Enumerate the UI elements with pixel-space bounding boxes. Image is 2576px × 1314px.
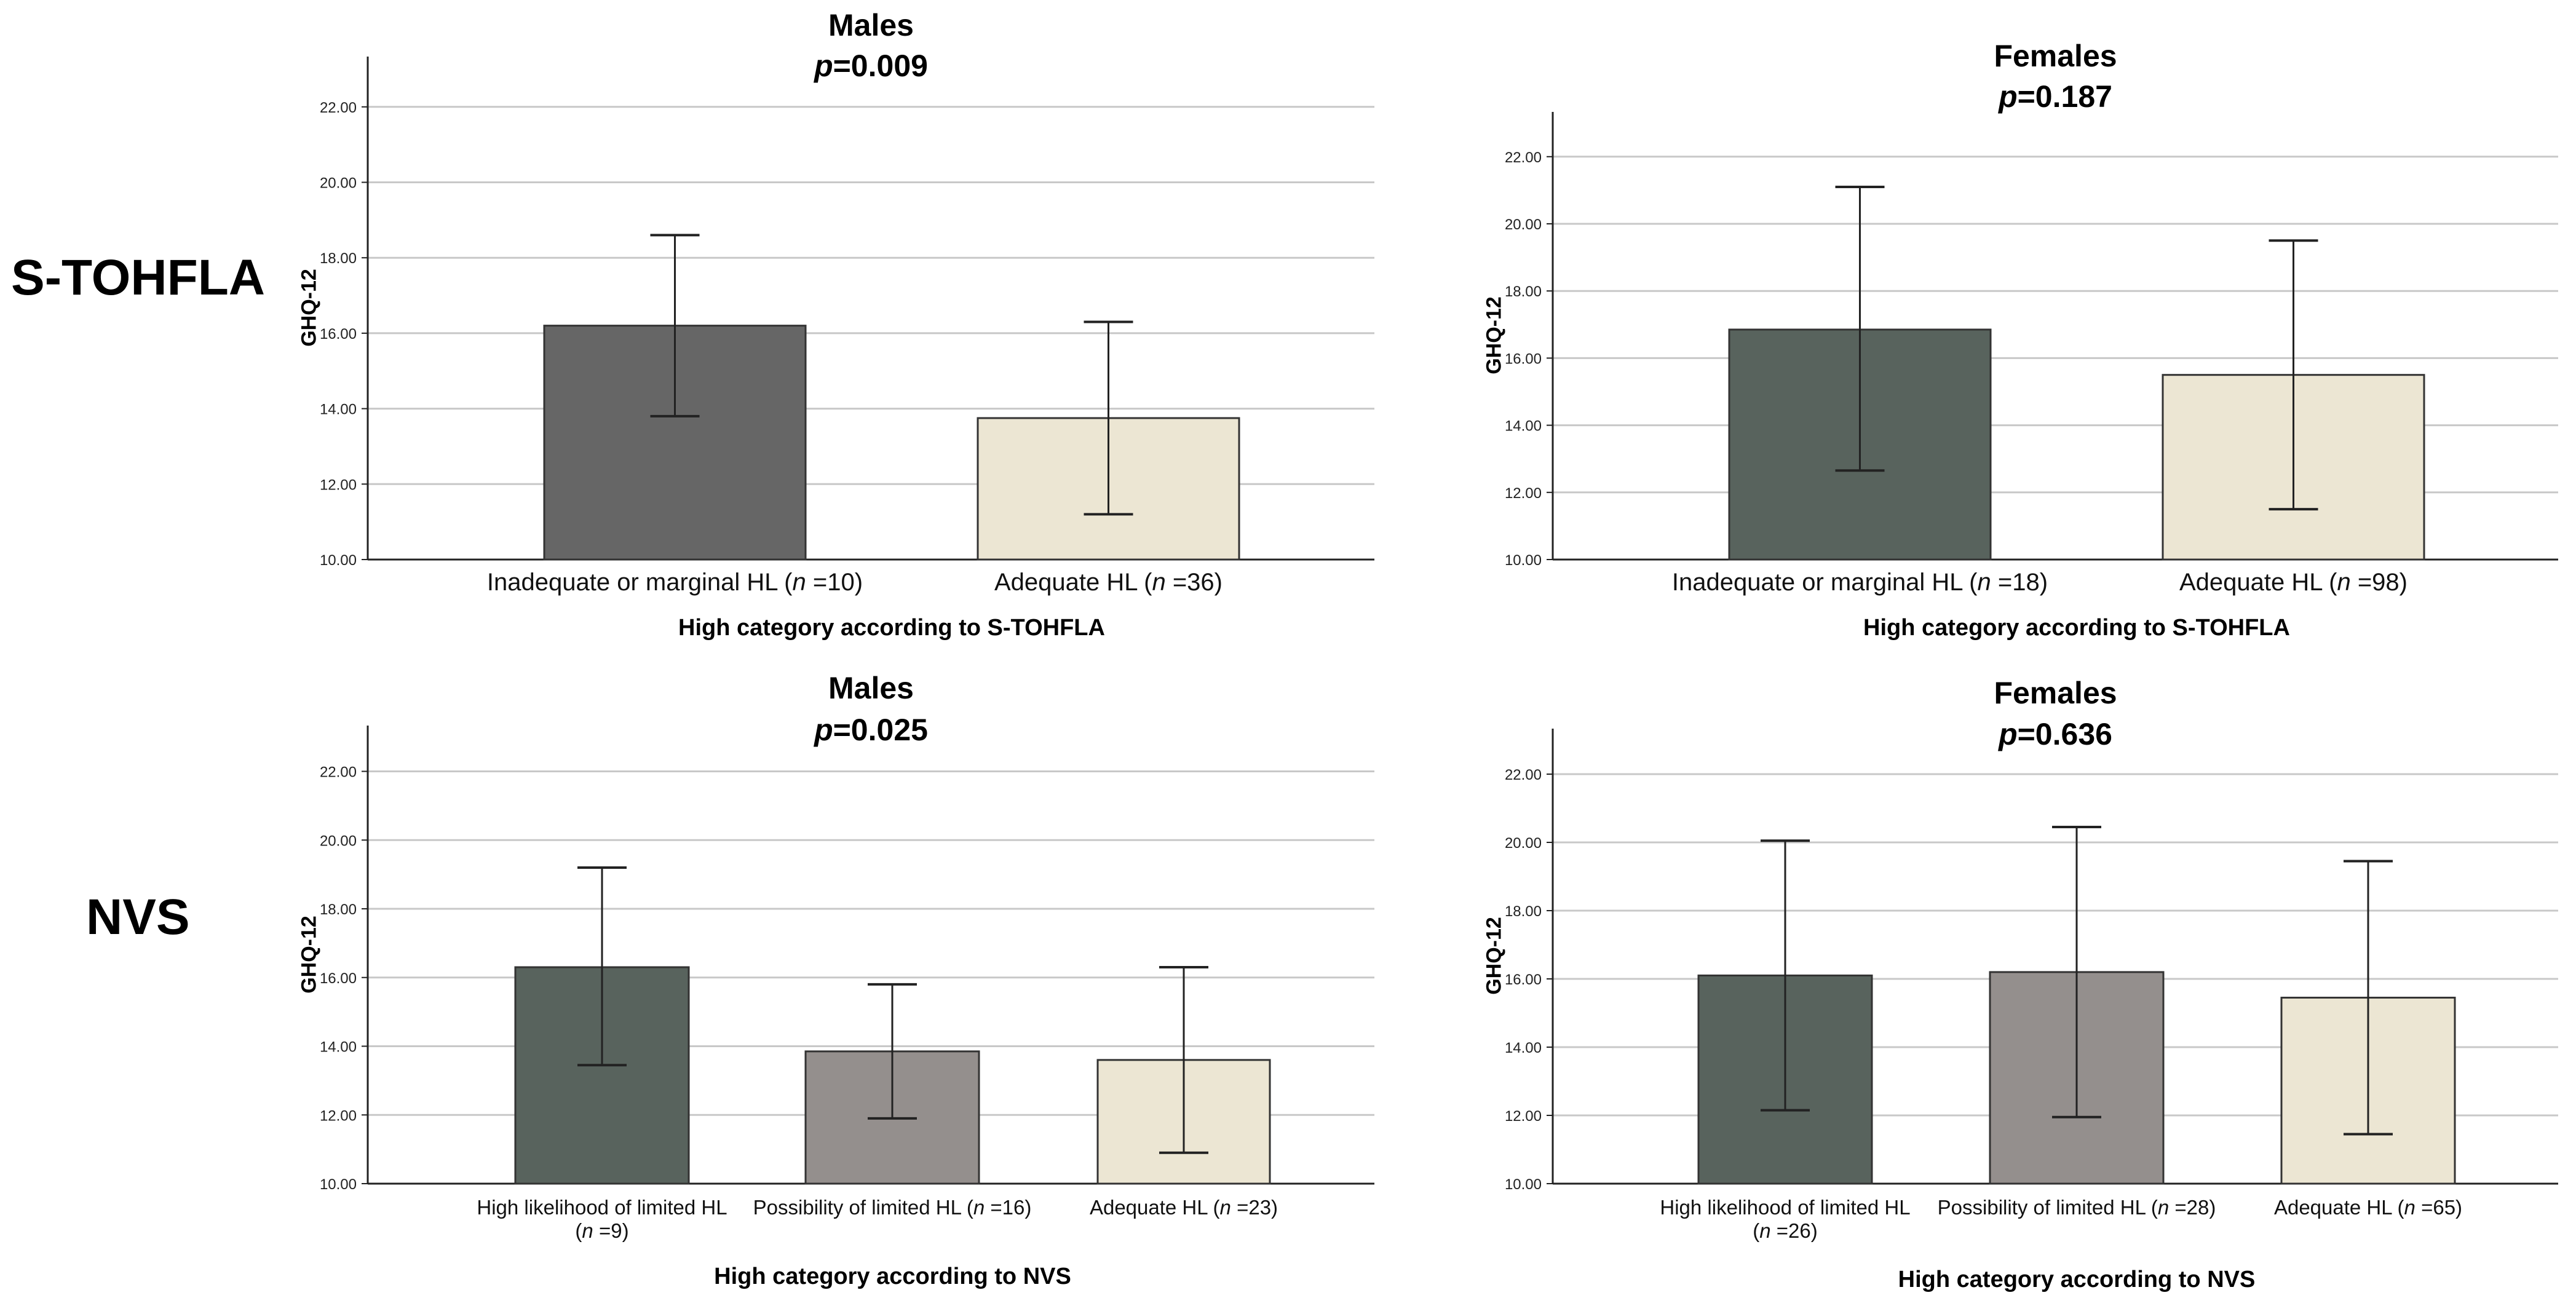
y-tick-label: 18.00: [1505, 903, 1542, 920]
bar: [2162, 374, 2425, 561]
x-category-label: High likelihood of limited HL (n =9): [477, 1196, 727, 1242]
y-tick-label: 12.00: [320, 1107, 357, 1124]
bar: [1728, 328, 1992, 561]
y-axis-label: GHQ-12: [1482, 296, 1506, 374]
y-tick-label: 12.00: [1505, 1108, 1542, 1125]
bar: [1697, 974, 1873, 1185]
y-tick-label: 18.00: [320, 901, 357, 918]
y-tick-label: 14.00: [320, 402, 357, 418]
y-tick-label: 14.00: [320, 1039, 357, 1056]
bar: [1096, 1059, 1271, 1185]
x-category-label: Possibility of limited HL (n =16): [753, 1196, 1032, 1219]
x-category-label: Adequate HL (n =65): [2273, 1196, 2463, 1219]
y-tick-label: 20.00: [1505, 835, 1542, 852]
x-axis-title: High category according to NVS: [714, 1264, 1071, 1289]
x-category-label: Inadequate or marginal HL (n =10): [486, 569, 863, 596]
x-axis-title: High category according to S-TOHFLA: [1863, 615, 2290, 641]
chart-title: Males: [828, 8, 914, 42]
chart-title: Females: [1994, 39, 2117, 73]
bar: [977, 417, 1240, 561]
y-tick-label: 14.00: [1505, 1040, 1542, 1056]
bar: [1989, 971, 2165, 1185]
p-value-label: p=0.187: [1999, 79, 2112, 114]
y-axis-label: GHQ-12: [297, 915, 321, 994]
y-axis-label: GHQ-12: [1482, 917, 1506, 995]
y-tick-label: 18.00: [1505, 283, 1542, 300]
y-tick-label: 16.00: [1505, 350, 1542, 367]
y-tick-label: 16.00: [320, 326, 357, 342]
p-value-label: p=0.636: [1999, 717, 2112, 751]
row-label-s-tohfla: S-TOHFLA: [11, 250, 266, 306]
chart-title: Males: [828, 671, 914, 705]
y-tick-label: 20.00: [1505, 216, 1542, 233]
x-axis-title: High category according to NVS: [1898, 1267, 2256, 1292]
x-category-label: High likelihood of limited HL (n =26): [1660, 1196, 1911, 1242]
bar: [543, 325, 807, 561]
x-category-label: Adequate HL (n =98): [2179, 569, 2408, 596]
y-tick-label: 22.00: [1505, 767, 1542, 783]
bar: [2280, 997, 2456, 1185]
y-tick-label: 16.00: [1505, 972, 1542, 988]
y-tick-label: 10.00: [320, 552, 357, 569]
y-tick-label: 10.00: [1505, 552, 1542, 569]
y-tick-label: 22.00: [320, 764, 357, 781]
y-tick-label: 12.00: [320, 477, 357, 493]
y-tick-label: 10.00: [320, 1176, 357, 1193]
y-tick-label: 18.00: [320, 250, 357, 267]
y-axis-label: GHQ-12: [297, 269, 321, 347]
bar: [514, 966, 690, 1185]
row-label-nvs: NVS: [86, 889, 190, 945]
x-category-label: Possibility of limited HL (n =28): [1937, 1196, 2216, 1219]
x-axis-title: High category according to S-TOHFLA: [678, 615, 1105, 641]
y-tick-label: 22.00: [320, 100, 357, 116]
y-tick-label: 10.00: [1505, 1176, 1542, 1193]
x-category-label: Inadequate or marginal HL (n =18): [1671, 569, 2048, 596]
y-tick-label: 12.00: [1505, 485, 1542, 502]
bar: [804, 1050, 980, 1185]
chart-title: Females: [1994, 676, 2117, 710]
y-tick-label: 16.00: [320, 970, 357, 987]
p-value-label: p=0.025: [814, 713, 928, 747]
y-tick-label: 20.00: [320, 833, 357, 849]
p-value-label: p=0.009: [814, 49, 928, 83]
x-category-label: Adequate HL (n =36): [994, 569, 1223, 596]
x-category-label: Adequate HL (n =23): [1089, 1196, 1278, 1219]
y-tick-label: 20.00: [320, 175, 357, 192]
y-tick-label: 14.00: [1505, 418, 1542, 435]
y-tick-label: 22.00: [1505, 149, 1542, 166]
